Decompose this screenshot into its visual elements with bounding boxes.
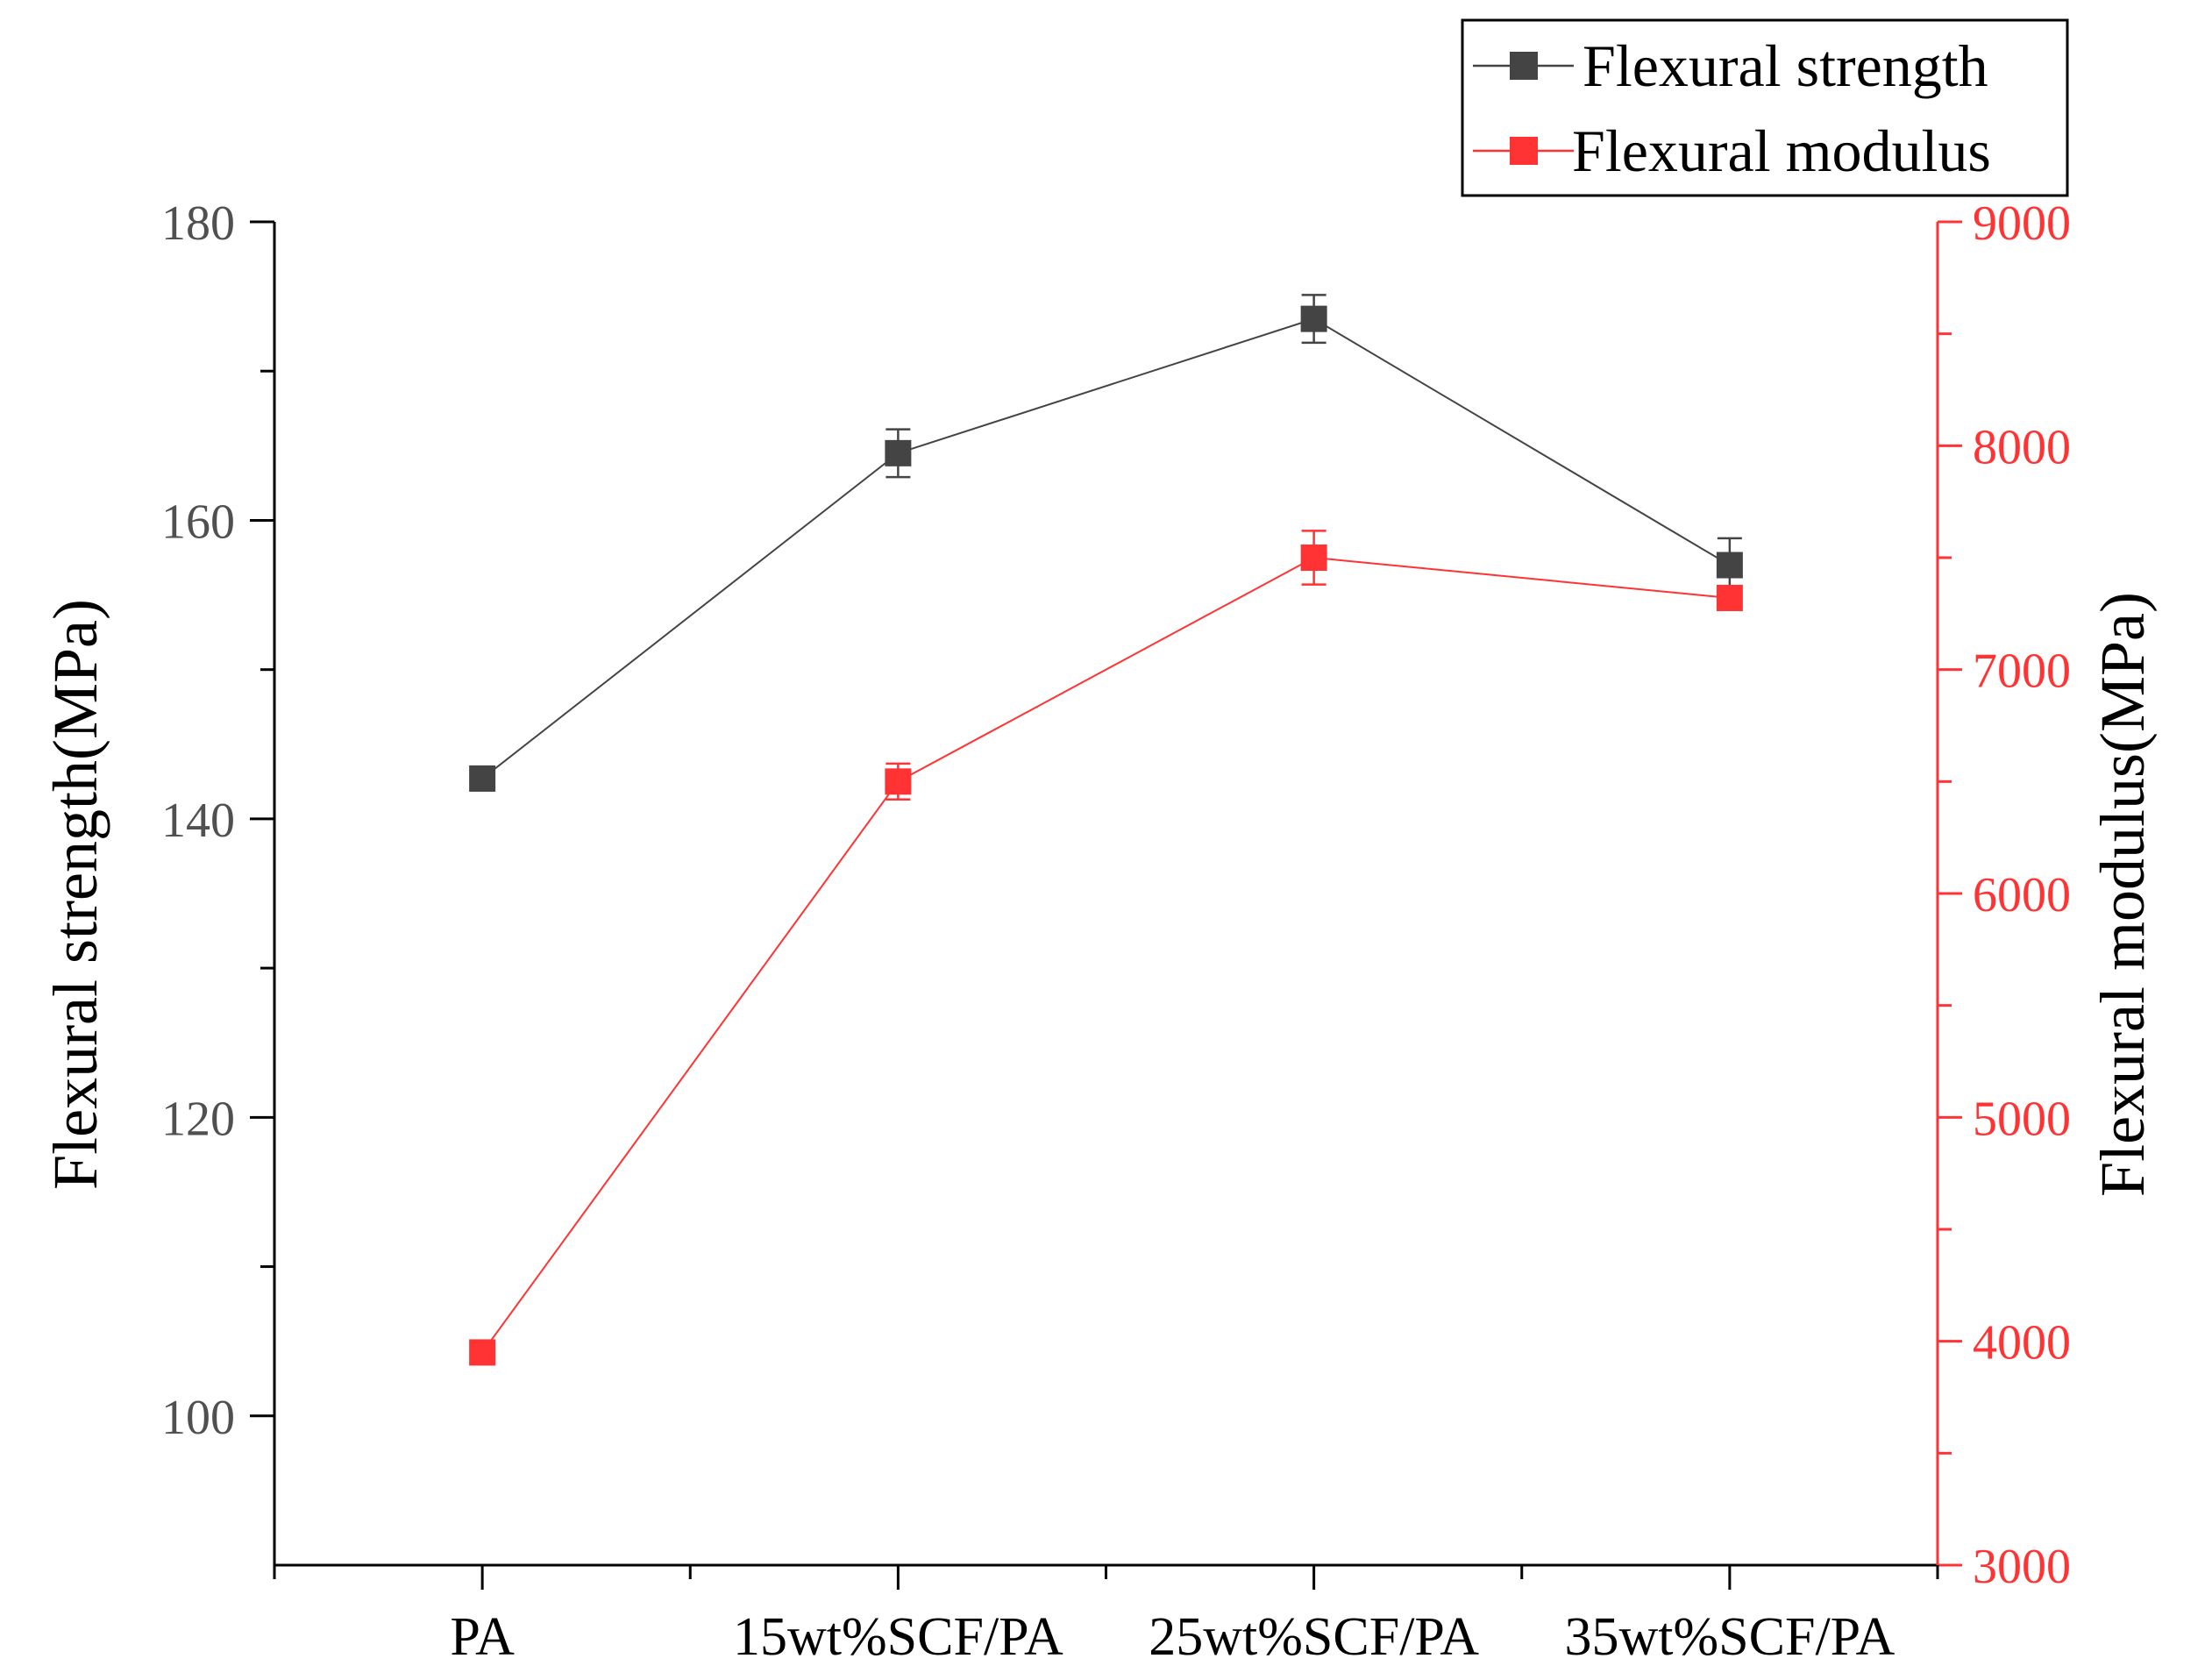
point-flexural-strength-15wt-scf-pa — [885, 439, 912, 466]
right-tick-label: 4000 — [1973, 1316, 2071, 1370]
x-tick-label-pa: PA — [450, 1607, 515, 1667]
right-tick-label: 9000 — [1973, 196, 2071, 251]
left-y-axis: 100 120 140 160 180 — [161, 196, 274, 1445]
x-tick-label-15wt-scf-pa: 15wt%SCF/PA — [733, 1607, 1063, 1667]
right-tick-label: 5000 — [1973, 1092, 2071, 1146]
x-tick-label-35wt-scf-pa: 35wt%SCF/PA — [1564, 1607, 1895, 1667]
legend-label-flexural-strength: Flexural strength — [1583, 32, 1988, 99]
right-tick-label: 6000 — [1973, 868, 2071, 922]
point-flexural-modulus-35wt-scf-pa — [1716, 584, 1743, 611]
series-flexural-strength — [469, 294, 1743, 792]
x-tick-label-25wt-scf-pa: 25wt%SCF/PA — [1149, 1607, 1479, 1667]
point-flexural-modulus-15wt-scf-pa — [885, 768, 912, 795]
point-flexural-modulus-pa — [469, 1339, 496, 1366]
left-tick-label: 120 — [161, 1092, 235, 1146]
series-flexural-modulus — [469, 530, 1743, 1366]
right-tick-label: 8000 — [1973, 420, 2071, 474]
line-flexural-modulus — [481, 556, 1730, 1354]
right-y-axis: 3000 4000 5000 6000 7000 8000 9000 — [1938, 196, 2071, 1594]
left-tick-label: 160 — [161, 495, 235, 549]
point-flexural-modulus-25wt-scf-pa — [1300, 545, 1327, 571]
legend: Flexural strength Flexural modulus — [1461, 18, 2069, 197]
right-tick-label: 7000 — [1973, 644, 2071, 699]
line-flexural-strength — [481, 317, 1731, 779]
point-flexural-strength-25wt-scf-pa — [1300, 305, 1327, 332]
legend-marker-flexural-strength — [1510, 52, 1538, 80]
legend-label-flexural-modulus: Flexural modulus — [1572, 117, 1991, 184]
point-flexural-strength-35wt-scf-pa — [1716, 552, 1743, 579]
left-tick-label: 180 — [161, 196, 235, 251]
left-tick-label: 100 — [161, 1391, 235, 1445]
point-flexural-strength-pa — [469, 765, 496, 792]
legend-box — [1461, 18, 2069, 197]
series-layer — [469, 294, 1743, 1366]
right-axis-title: Flexural modulus(MPa) — [2088, 592, 2158, 1197]
x-axis: PA 15wt%SCF/PA 25wt%SCF/PA 35wt%SCF/PA — [273, 1565, 1939, 1667]
left-tick-label: 140 — [161, 794, 235, 848]
plot-frame — [273, 222, 1939, 1567]
left-axis-title: Flexural strength(MPa) — [40, 599, 110, 1190]
legend-marker-flexural-modulus — [1510, 137, 1538, 165]
right-tick-label: 3000 — [1973, 1540, 2071, 1594]
